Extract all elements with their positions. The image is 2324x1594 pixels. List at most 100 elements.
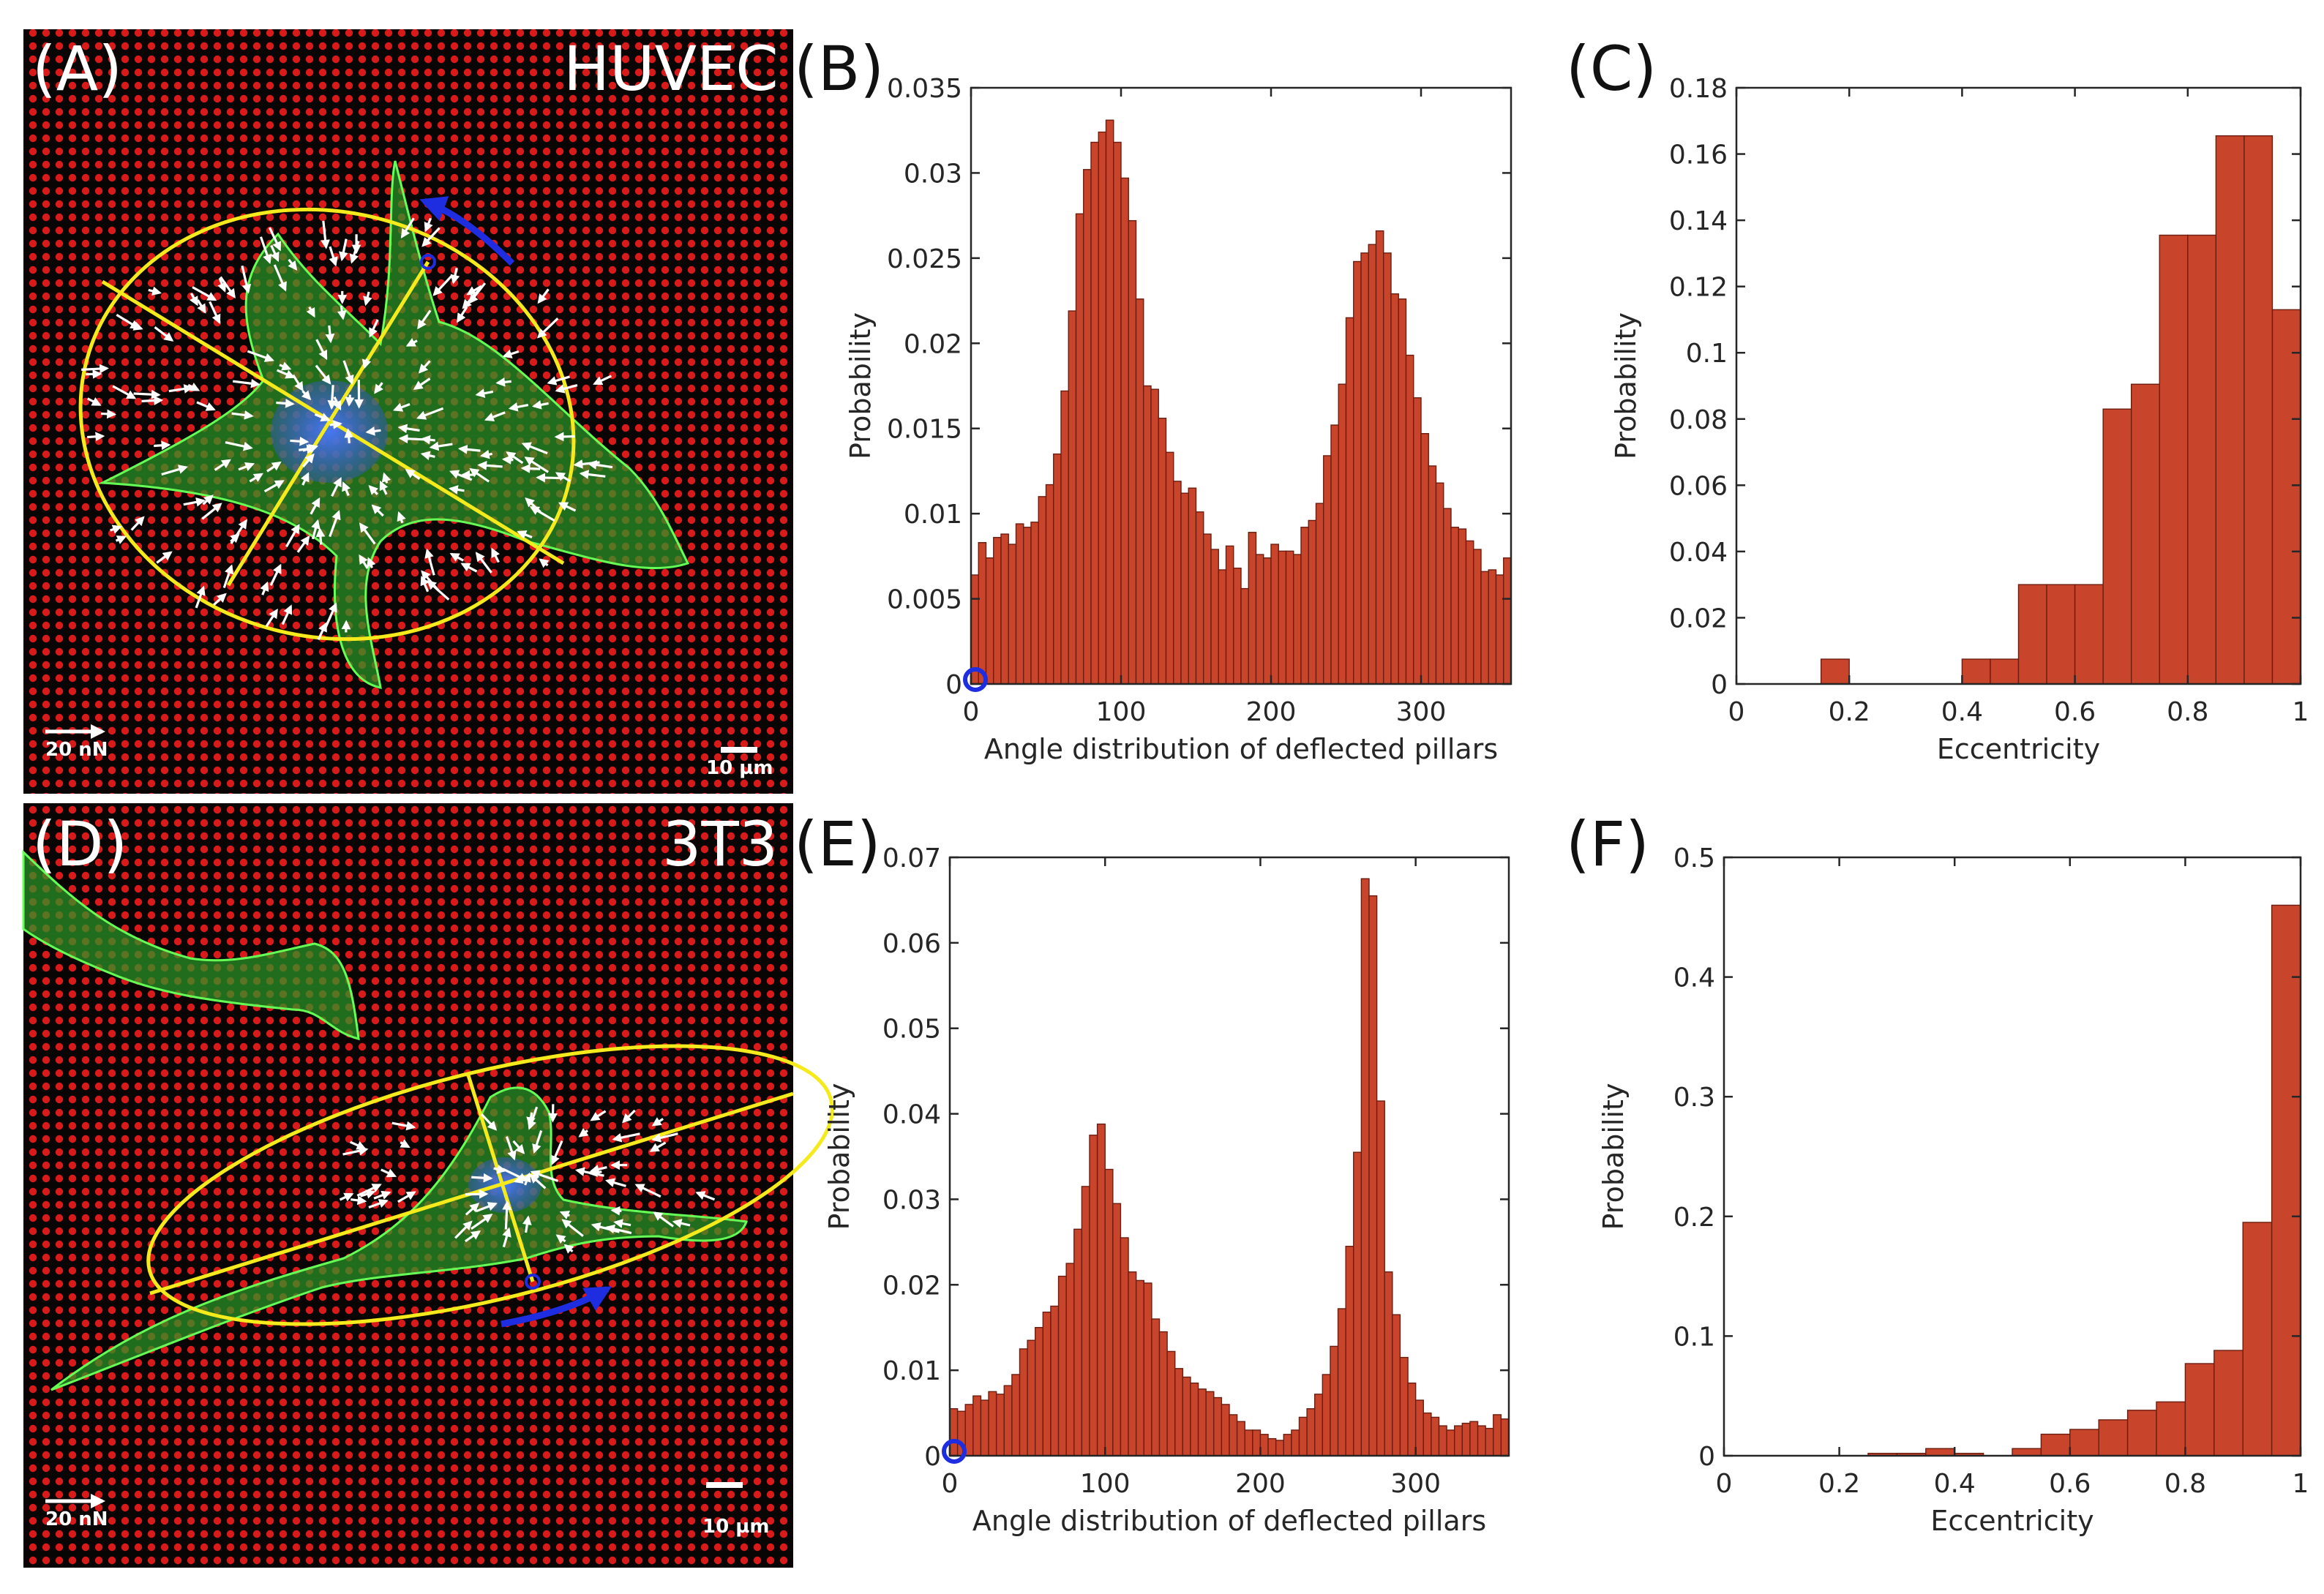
y-tick-label: 0.06 — [882, 929, 941, 959]
bar — [1488, 570, 1496, 684]
bar — [1496, 575, 1504, 684]
x-tick-label: 0.6 — [2054, 697, 2096, 727]
bar — [2156, 1402, 2185, 1456]
y-tick-label: 0.03 — [882, 1185, 941, 1215]
bar — [1458, 529, 1466, 684]
bar — [1283, 1435, 1292, 1456]
bar — [2128, 1410, 2156, 1456]
bar — [1211, 549, 1218, 684]
x-axis-label: Eccentricity — [1930, 1505, 2094, 1537]
bar — [1377, 1101, 1385, 1456]
bar — [1276, 1440, 1284, 1456]
x-axis-label: Eccentricity — [1937, 733, 2100, 765]
bar — [1376, 231, 1384, 684]
bar — [1369, 896, 1377, 1456]
x-tick-label: 300 — [1390, 1469, 1441, 1499]
x-tick-label: 0.4 — [1941, 697, 1983, 727]
x-axis-label: Angle distribution of deflected pillars — [972, 1505, 1486, 1537]
y-tick-label: 0 — [945, 670, 962, 700]
bar — [1439, 1426, 1447, 1456]
bar — [1016, 524, 1024, 684]
panel-label-e: (E) — [794, 813, 881, 875]
y-tick-label: 0.03 — [904, 159, 962, 189]
bar — [1136, 299, 1144, 684]
bar — [1260, 1435, 1268, 1456]
bar — [1098, 1124, 1106, 1456]
x-tick-label: 100 — [1080, 1469, 1131, 1499]
bar — [1226, 546, 1234, 684]
bar — [1004, 1386, 1012, 1456]
x-tick-label: 200 — [1246, 697, 1297, 727]
bar — [950, 1409, 958, 1456]
bar — [1286, 551, 1294, 684]
bar — [1091, 143, 1098, 684]
bar — [1361, 879, 1369, 1456]
panel-label-a: (A) — [32, 38, 122, 99]
bar — [2216, 136, 2244, 684]
force-scale-label-huvec: 20 nN — [45, 739, 108, 761]
bar — [1354, 262, 1361, 684]
bar — [1400, 1358, 1408, 1456]
y-tick-label: 0.01 — [904, 500, 962, 530]
traction-vector — [276, 403, 293, 405]
y-tick-label: 0.04 — [1669, 538, 1728, 568]
bar — [1090, 1135, 1098, 1456]
y-tick-label: 0.025 — [887, 244, 962, 274]
x-tick-label: 1 — [2293, 1469, 2309, 1499]
bar — [1444, 508, 1451, 684]
bar — [1493, 1415, 1502, 1456]
bar — [1248, 533, 1256, 684]
bar — [1234, 568, 1241, 684]
bar — [1391, 294, 1398, 684]
bar — [2243, 1222, 2271, 1456]
bar — [2103, 409, 2132, 684]
bar — [981, 1400, 989, 1456]
bar — [1012, 1375, 1020, 1456]
y-tick-label: 0.02 — [904, 329, 962, 359]
traction-vector — [290, 440, 307, 441]
bar — [1188, 488, 1196, 684]
nucleus — [468, 1157, 541, 1213]
bar — [1301, 527, 1308, 684]
x-tick-label: 0 — [1728, 697, 1745, 727]
length-scale-label-huvec: 10 µm — [706, 757, 773, 779]
y-axis-label: Probability — [823, 1083, 855, 1230]
y-tick-label: 0.1 — [1686, 339, 1728, 369]
y-tick-label: 0.02 — [1669, 604, 1728, 634]
bar — [1346, 317, 1354, 684]
bar — [2075, 584, 2104, 684]
bar — [1051, 1307, 1059, 1456]
y-tick-label: 0.3 — [1673, 1083, 1715, 1113]
bar — [1054, 454, 1061, 684]
bar — [1278, 551, 1286, 684]
cell-type-label-3t3: 3T3 — [662, 813, 778, 875]
y-tick-label: 0 — [924, 1442, 941, 1472]
bar — [1962, 659, 1990, 684]
bar — [1001, 534, 1008, 684]
bar — [1384, 253, 1391, 684]
y-tick-label: 0.18 — [1669, 74, 1728, 104]
bar — [1354, 1152, 1362, 1456]
x-tick-label: 300 — [1396, 697, 1447, 727]
bar — [2214, 1350, 2243, 1456]
bar — [1128, 221, 1136, 684]
bar — [1174, 481, 1181, 684]
bar — [1181, 493, 1188, 684]
traction-vector — [330, 424, 341, 425]
traction-vector — [471, 1177, 491, 1178]
bar — [1241, 589, 1248, 684]
panel-label-b: (B) — [794, 38, 884, 99]
y-tick-label: 0.02 — [882, 1271, 941, 1301]
bar — [1470, 1421, 1478, 1456]
bar — [965, 1405, 973, 1456]
bar — [1315, 1394, 1323, 1456]
bar — [1294, 554, 1301, 684]
bar — [1436, 483, 1444, 684]
bar — [1300, 1417, 1308, 1456]
bar — [1478, 1426, 1486, 1456]
bar — [978, 543, 986, 684]
bar — [1408, 1383, 1416, 1456]
bar — [1926, 1448, 1954, 1456]
